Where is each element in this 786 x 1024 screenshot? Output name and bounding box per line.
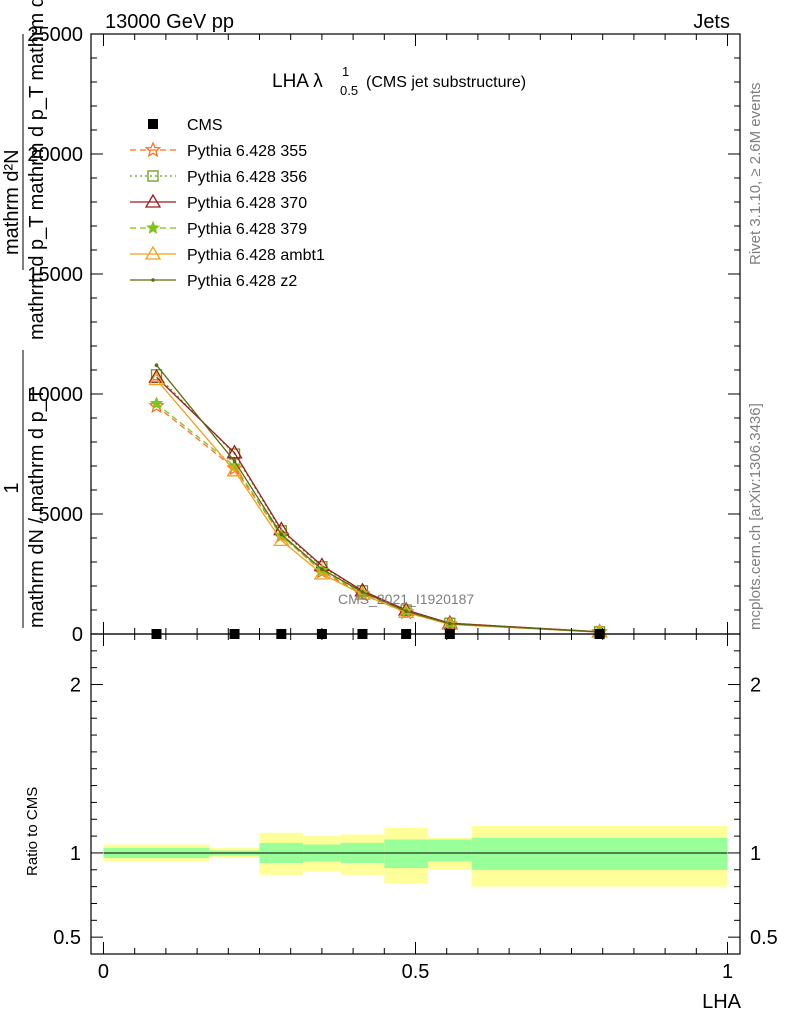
main-y-tick-label: 15000 bbox=[27, 264, 83, 286]
main-plot-panel: 0 5000 10000 15000 20000 25000 bbox=[27, 24, 741, 646]
x-axis-label: LHA bbox=[702, 991, 742, 1013]
ratio-y-axis-label: Ratio to CMS bbox=[24, 787, 41, 876]
series-point-pz2 bbox=[360, 590, 365, 594]
ratio-plot-panel: 0.5 0.51 12 2 0 0.5 1 bbox=[53, 34, 778, 983]
ylabel-prefix-den: mathrm dN / mathrm d p_T bbox=[26, 388, 48, 628]
ratio-y-tick-label-right: 2 bbox=[750, 675, 761, 697]
legend-marker-p379 bbox=[146, 220, 160, 234]
legend-marker-p370 bbox=[144, 193, 162, 208]
rivet-version-label: Rivet 3.1.10, ≥ 2.6M events bbox=[747, 83, 764, 266]
plot-title-sup: 1 bbox=[342, 64, 349, 79]
series-point-pz2 bbox=[320, 567, 324, 571]
legend-marker-p355 bbox=[144, 141, 162, 158]
main-y-tick-label: 10000 bbox=[27, 384, 83, 406]
ylabel-prefix-num: 1 bbox=[1, 482, 23, 493]
mcplots-label: mcplots.cern.ch [arXiv:1306.3436] bbox=[747, 403, 764, 630]
legend-label-p356: Pythia 6.428 356 bbox=[187, 169, 307, 186]
x-tick-label: 0.5 bbox=[402, 961, 430, 983]
plot-title-sub: 0.5 bbox=[340, 83, 358, 98]
series-point-p379 bbox=[149, 396, 164, 410]
x-tick-label: 1 bbox=[722, 961, 733, 983]
legend-label-pambt1: Pythia 6.428 ambt1 bbox=[187, 247, 325, 264]
ylabel-numerator: mathrm d²N bbox=[1, 149, 23, 255]
ratio-y-tick-label-right: 0.5 bbox=[750, 927, 778, 949]
main-y-tick-label: 0 bbox=[72, 624, 83, 646]
main-y-tick-label: 25000 bbox=[27, 24, 83, 46]
legend-marker-pambt1 bbox=[144, 245, 162, 260]
series-point-p370 bbox=[148, 368, 165, 383]
legend-label-p355: Pythia 6.428 355 bbox=[187, 143, 307, 160]
legend-label-p379: Pythia 6.428 379 bbox=[187, 221, 307, 238]
ratio-plot-frame bbox=[90, 633, 741, 955]
main-y-tick-label: 5000 bbox=[39, 504, 84, 526]
ratio-y-tick-label: 0.5 bbox=[53, 927, 81, 949]
legend-cms-label: CMS bbox=[187, 117, 223, 134]
svg-text:LHA λ: LHA λ bbox=[272, 71, 323, 92]
ratio-inner-band bbox=[471, 837, 728, 870]
series-point-pz2 bbox=[448, 621, 452, 626]
legend-label-pz2: Pythia 6.428 z2 bbox=[187, 273, 297, 290]
series-point-pambt1 bbox=[273, 532, 290, 547]
series-point-pz2 bbox=[279, 532, 284, 537]
series-point-p355 bbox=[148, 397, 165, 414]
ratio-uncertainty-bands bbox=[103, 826, 728, 887]
ratio-inner-band bbox=[427, 839, 472, 862]
series-point-pz2 bbox=[404, 609, 408, 613]
x-tick-label: 0 bbox=[98, 961, 109, 983]
plot-title: LHA λ 1 0.5 (CMS jet substructure) bbox=[272, 64, 526, 98]
ylabel-denominator: mathrm d p_T mathrm d p_T mathrm d lambd… bbox=[26, 0, 48, 340]
legend-cms-marker bbox=[148, 119, 158, 129]
series-point-pambt1 bbox=[226, 462, 243, 477]
series-point-p370 bbox=[226, 444, 243, 459]
series-line-pz2 bbox=[155, 364, 600, 633]
series-point-pz2 bbox=[154, 363, 159, 368]
series-line-p379 bbox=[156, 403, 600, 633]
plot-title-main: LHA λ bbox=[272, 71, 323, 92]
series-point-pambt1 bbox=[313, 565, 331, 580]
main-y-axis-label: 1 mathrm dN / mathrm d p_T mathrm d²N ma… bbox=[1, 0, 48, 628]
legend-marker-pz2 bbox=[151, 278, 155, 282]
header-jets-label: Jets bbox=[693, 11, 730, 33]
analysis-watermark: CMS_2021_I1920187 bbox=[338, 591, 474, 607]
ratio-y-tick-label: 1 bbox=[70, 843, 81, 865]
series-point-pz2 bbox=[232, 459, 237, 464]
plot-title-tail: (CMS jet substructure) bbox=[366, 74, 526, 91]
series-line-p355 bbox=[156, 405, 600, 633]
ratio-y-tick-label-right: 1 bbox=[750, 843, 761, 865]
series-point-pambt1 bbox=[148, 371, 165, 386]
main-y-axis: 0 5000 10000 15000 20000 25000 bbox=[27, 24, 740, 646]
main-y-tick-label: 20000 bbox=[27, 144, 83, 166]
series-point-pambt1 bbox=[398, 604, 415, 619]
legend-label-p370: Pythia 6.428 370 bbox=[187, 195, 307, 212]
header-energy-label: 13000 GeV pp bbox=[105, 11, 234, 33]
series-line-pambt1 bbox=[156, 379, 600, 633]
ratio-inner-band bbox=[384, 839, 428, 869]
legend: CMS Pythia 6.428 355 Pythia 6.428 356 Pythi… bbox=[130, 117, 325, 290]
ratio-y-tick-label: 2 bbox=[70, 675, 81, 697]
ratio-y-axis: 0.5 0.5 1 1 2 2 bbox=[53, 650, 778, 949]
x-axis: 0 0.5 1 bbox=[98, 34, 733, 983]
legend-marker-p356 bbox=[147, 170, 159, 182]
